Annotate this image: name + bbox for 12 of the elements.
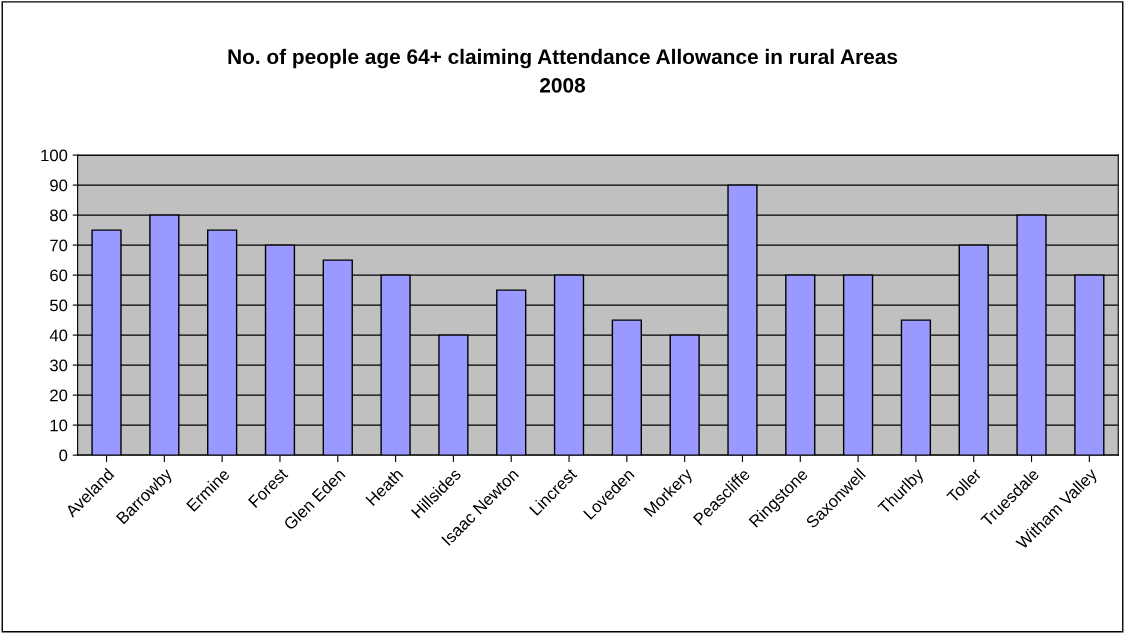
y-tick-label: 10 xyxy=(50,419,68,432)
y-tick-label: 60 xyxy=(50,269,68,282)
y-tick-label: 70 xyxy=(50,239,68,252)
y-tick-label: 90 xyxy=(50,179,68,192)
y-tick-label: 30 xyxy=(50,359,68,372)
y-tick-label: 100 xyxy=(41,149,68,162)
y-tick-label: 50 xyxy=(50,299,68,312)
y-tick-label: 80 xyxy=(50,209,68,222)
y-tick-label: 40 xyxy=(49,329,68,342)
y-tick-label: 0 xyxy=(59,449,68,462)
chart-title: No. of people age 64+ claiming Attendance Allowance in rural Areas 2008 xyxy=(228,48,898,93)
y-tick-label: 20 xyxy=(50,389,68,402)
